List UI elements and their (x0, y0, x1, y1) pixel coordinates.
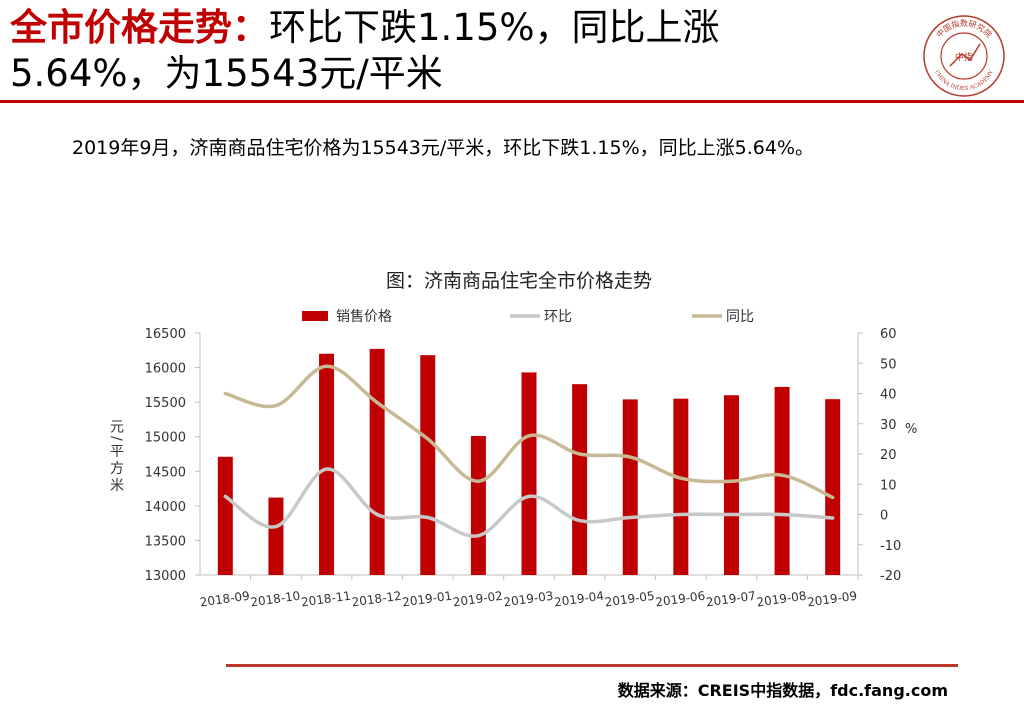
left-tick-label: 14000 (145, 500, 186, 515)
x-tick-label: 2019-07 (705, 589, 757, 610)
right-tick-label: -20 (880, 569, 901, 584)
x-tick-label: 2019-08 (756, 589, 808, 610)
header-divider (0, 100, 1024, 103)
x-tick-label: 2019-01 (401, 589, 453, 610)
legend-price-label: 销售价格 (336, 309, 392, 325)
x-tick-label: 2019-09 (806, 589, 858, 610)
right-tick-label: 40 (880, 388, 897, 403)
chart-legend: 销售价格 环比 同比 (302, 309, 754, 325)
x-tick-label: 2019-02 (452, 589, 504, 610)
price-bar (572, 384, 588, 575)
x-tick-label: 2019-03 (503, 589, 555, 610)
logo-text-bottom: CHINA INDEX ACADEMY (933, 69, 995, 92)
right-tick-label: 50 (880, 357, 897, 372)
price-bar (774, 386, 790, 575)
page-title: 全市价格走势：环比下跌1.15%，同比上涨 (10, 4, 720, 52)
right-tick-label: 10 (880, 478, 897, 493)
price-bar (470, 436, 486, 575)
svg-text:CHINA INDEX ACADEMY: CHINA INDEX ACADEMY (933, 69, 995, 92)
china-index-academy-logo: 中国指数研究院 CHINA INDEX ACADEMY 中指 (923, 15, 1005, 97)
x-tick-label: 2019-06 (654, 589, 706, 610)
left-tick-label: 13000 (145, 569, 186, 584)
right-axis-label: % (905, 422, 917, 437)
left-tick-label: 13500 (145, 534, 186, 549)
legend-mom-label: 环比 (544, 309, 572, 325)
left-tick-label: 14500 (145, 465, 186, 480)
bar-series (217, 348, 841, 575)
price-bar (217, 456, 233, 575)
price-bar (825, 399, 841, 575)
price-trend-chart: 图：济南商品住宅全市价格走势 销售价格 环比 同比 1300013500140001… (108, 270, 917, 609)
price-bar (319, 353, 335, 575)
x-tick-label: 2018-12 (351, 589, 403, 610)
chart-title: 图：济南商品住宅全市价格走势 (386, 270, 652, 292)
price-bar (673, 398, 689, 575)
right-tick-label: 20 (880, 448, 897, 463)
chart-axes: 13000 13500 14000 14500 15000 15500 16000 16500… (108, 327, 917, 609)
right-tick-label: 60 (880, 327, 897, 342)
left-tick-label: 15500 (145, 396, 186, 411)
line-series (223, 364, 835, 538)
price-bar (622, 399, 638, 575)
legend-yoy-label: 同比 (726, 309, 754, 325)
left-tick-label: 16000 (145, 362, 186, 377)
logo-center-text: 中指 (955, 51, 973, 63)
source-divider (226, 664, 958, 667)
legend-price-swatch (302, 311, 328, 321)
left-tick-label: 16500 (145, 327, 186, 342)
data-source: 数据来源：CREIS中指数据，fdc.fang.com (617, 681, 948, 700)
x-tick-label: 2018-11 (300, 589, 352, 610)
y-axis-label: 元/平方米 (108, 419, 124, 495)
x-tick-label: 2019-05 (604, 589, 656, 610)
title-highlight: 全市价格走势： (10, 6, 269, 49)
price-bar (521, 372, 537, 575)
price-bar (420, 355, 436, 575)
mom-line (223, 467, 835, 538)
price-bar (268, 497, 284, 575)
summary-text: 2019年9月，济南商品住宅价格为15543元/平米，环比下跌1.15%，同比上… (72, 137, 815, 159)
yoy-line (223, 364, 835, 500)
x-tick-label: 2018-09 (199, 589, 251, 610)
x-tick-label: 2018-10 (250, 589, 302, 610)
left-tick-label: 15000 (145, 431, 186, 446)
right-tick-label: 30 (880, 418, 897, 433)
price-bar (369, 348, 385, 575)
page-title-line2: 5.64%，为15543元/平米 (10, 52, 443, 95)
x-tick-label: 2019-04 (553, 589, 605, 610)
right-tick-label: -10 (880, 539, 901, 554)
title-text: 环比下跌1.15%，同比上涨 (269, 6, 720, 49)
right-tick-label: 0 (880, 509, 888, 524)
price-bar (723, 395, 739, 575)
